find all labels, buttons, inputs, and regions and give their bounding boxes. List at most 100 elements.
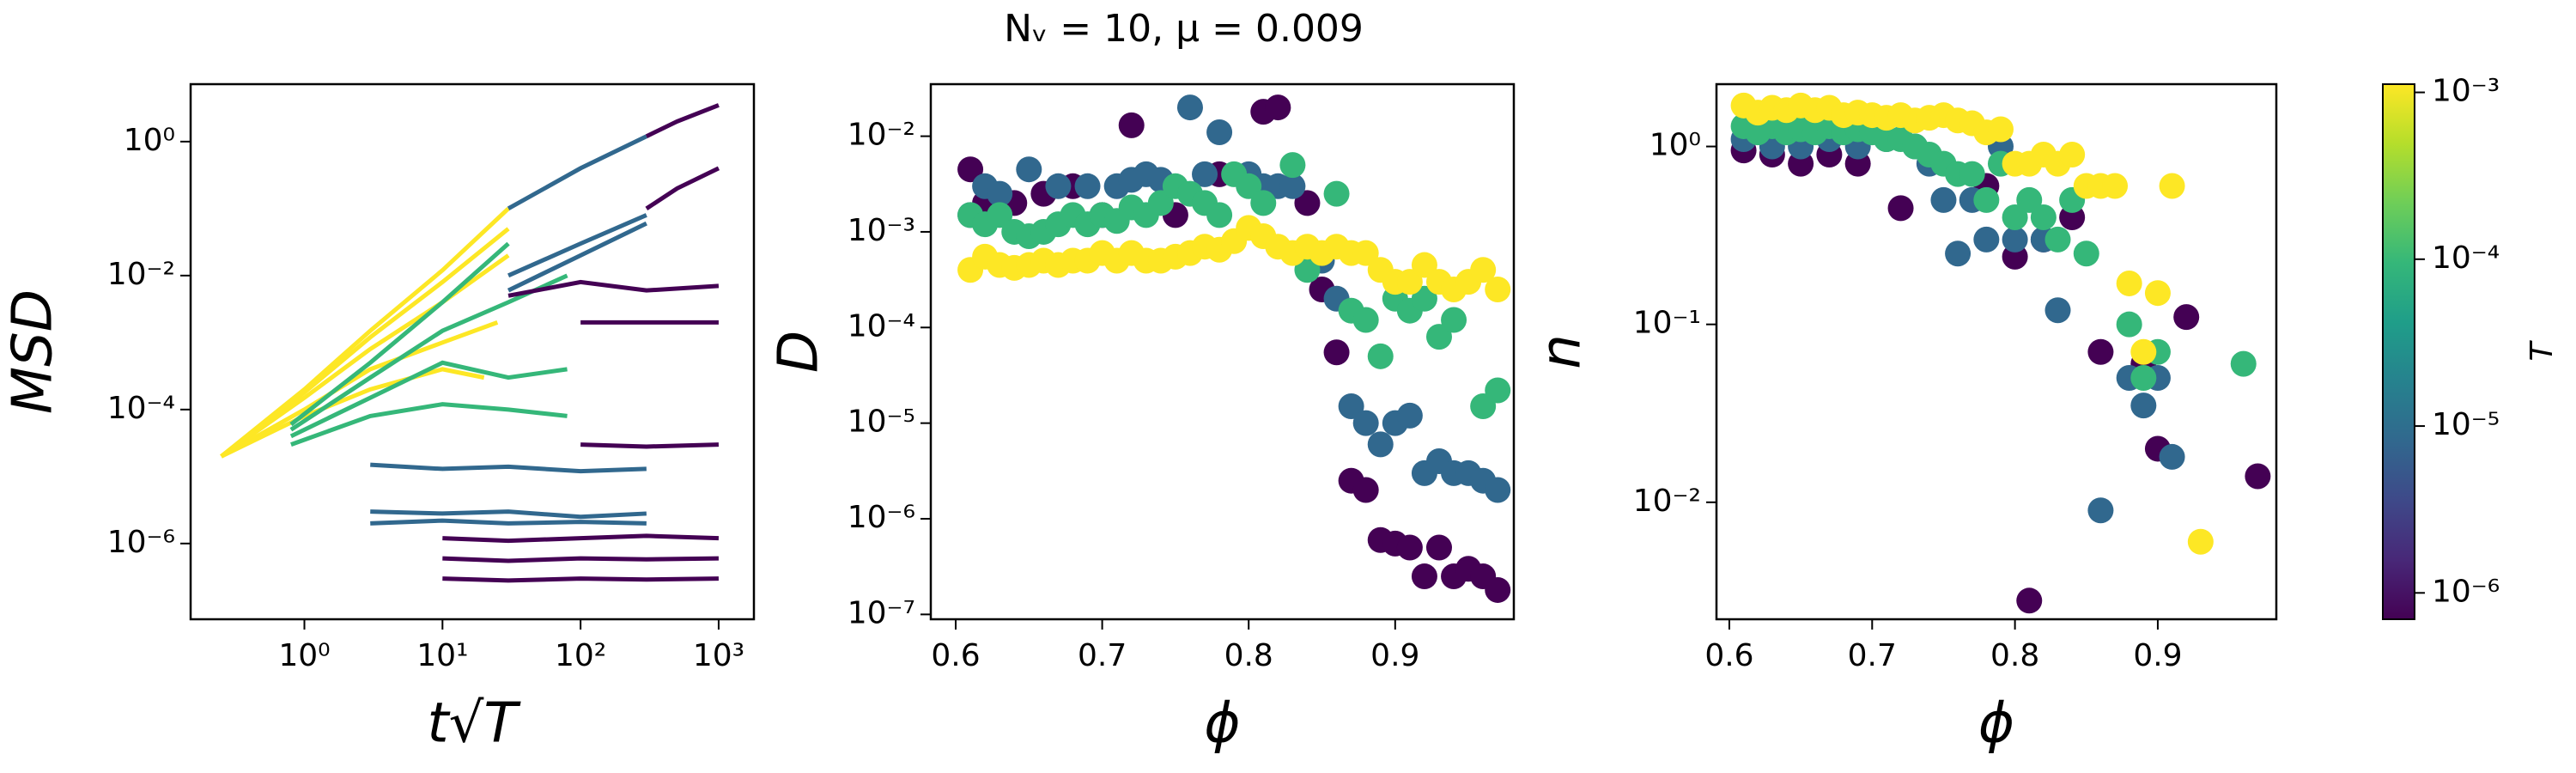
- msd-line: [442, 556, 719, 563]
- point: [1396, 534, 1423, 561]
- chart-title: Nᵥ = 10, μ = 0.009: [1004, 7, 1364, 51]
- msd-line: [370, 518, 647, 526]
- point: [1236, 173, 1262, 199]
- y-tick-label: 10⁰: [124, 123, 175, 158]
- point: [1973, 226, 2000, 253]
- axes-frame: [189, 82, 756, 621]
- point: [1279, 152, 1306, 179]
- colorbar: [2382, 83, 2415, 620]
- point: [1441, 307, 1467, 333]
- x-tick-label: 10⁰: [278, 638, 330, 673]
- y-tick-label: 10⁻⁶: [2432, 574, 2500, 609]
- point: [1485, 477, 1511, 503]
- point: [2016, 587, 2043, 614]
- msd-line: [220, 227, 510, 459]
- point: [1250, 190, 1277, 216]
- point: [2159, 443, 2185, 470]
- msd-line: [645, 103, 720, 138]
- point: [2044, 297, 2071, 324]
- point: [1411, 563, 1437, 590]
- x-tick-label: 0.7: [1848, 638, 1897, 673]
- msd-line: [442, 576, 719, 583]
- point: [2002, 204, 2028, 230]
- point: [1425, 324, 1452, 350]
- msd-line: [370, 509, 647, 520]
- plot-area: [957, 94, 1511, 603]
- colorbar-label: T: [2524, 340, 2560, 362]
- point: [1485, 576, 1511, 603]
- y-tick-label: 10⁻³: [848, 213, 915, 248]
- point: [2173, 304, 2200, 331]
- point: [987, 202, 1013, 228]
- y-axis-label: MSD: [2, 289, 65, 414]
- x-axis-label: ϕ: [1978, 692, 2014, 756]
- point: [1367, 431, 1394, 458]
- point: [1338, 393, 1364, 420]
- point: [1485, 377, 1511, 404]
- y-axis-label: D: [768, 331, 831, 373]
- axes-frame: [1715, 82, 2278, 621]
- point: [1147, 190, 1174, 216]
- point: [2002, 226, 2028, 253]
- x-tick-label: 0.9: [1370, 638, 1419, 673]
- point: [1323, 180, 1350, 207]
- y-tick-label: 10⁻⁶: [848, 500, 915, 535]
- x-tick-label: 10²: [555, 638, 606, 673]
- x-axis-label: t√T: [428, 692, 522, 756]
- point: [1973, 186, 2000, 213]
- x-tick-label: 0.6: [931, 638, 980, 673]
- y-tick-label: 10⁻²: [848, 118, 915, 153]
- point: [2159, 173, 2185, 199]
- point: [1206, 202, 1233, 228]
- y-tick-label: 10⁻²: [107, 257, 175, 292]
- y-tick-label: 10⁰: [1649, 128, 1701, 163]
- msd-line: [507, 213, 647, 278]
- point: [1396, 269, 1423, 295]
- y-tick-label: 10⁻⁷: [848, 595, 915, 630]
- y-tick-label: 10⁻⁴: [2432, 240, 2500, 276]
- point: [1265, 94, 1291, 121]
- point: [2187, 528, 2214, 555]
- point: [1118, 112, 1145, 138]
- msd-line: [220, 320, 499, 459]
- point: [1294, 257, 1321, 283]
- point: [1279, 173, 1306, 199]
- plot-area: [1730, 92, 2271, 614]
- point: [2016, 186, 2043, 213]
- msd-line: [442, 533, 720, 544]
- y-tick-label: 10⁻¹: [1633, 306, 1701, 341]
- point: [1045, 173, 1072, 199]
- point: [1930, 186, 1957, 213]
- y-tick-label: 10⁻²: [1633, 484, 1701, 519]
- x-tick-label: 0.9: [2133, 638, 2182, 673]
- msd-line: [370, 462, 647, 474]
- point: [1323, 339, 1350, 366]
- point: [1176, 94, 1203, 121]
- msd-line: [507, 279, 720, 298]
- msd-line: [289, 241, 510, 427]
- x-tick-label: 10¹: [416, 638, 468, 673]
- point: [1470, 257, 1497, 283]
- point: [2230, 350, 2257, 377]
- msd-line: [220, 367, 485, 459]
- x-tick-label: 0.7: [1078, 638, 1127, 673]
- point: [2116, 270, 2142, 296]
- x-axis-label: ϕ: [1204, 692, 1240, 756]
- y-axis-label: n: [1530, 334, 1594, 369]
- point: [2073, 240, 2099, 267]
- msd-line: [580, 442, 720, 449]
- point: [1396, 402, 1423, 429]
- msd-line: [220, 253, 510, 459]
- point: [2087, 497, 2114, 524]
- point: [957, 156, 984, 183]
- y-tick-label: 10⁻⁶: [107, 525, 175, 560]
- point: [1294, 190, 1321, 216]
- point: [2030, 204, 2057, 230]
- point: [1945, 240, 1971, 267]
- point: [2130, 338, 2157, 365]
- msd-line: [645, 166, 720, 210]
- msd-line: [290, 402, 568, 447]
- point: [987, 180, 1013, 207]
- point: [1887, 195, 1914, 222]
